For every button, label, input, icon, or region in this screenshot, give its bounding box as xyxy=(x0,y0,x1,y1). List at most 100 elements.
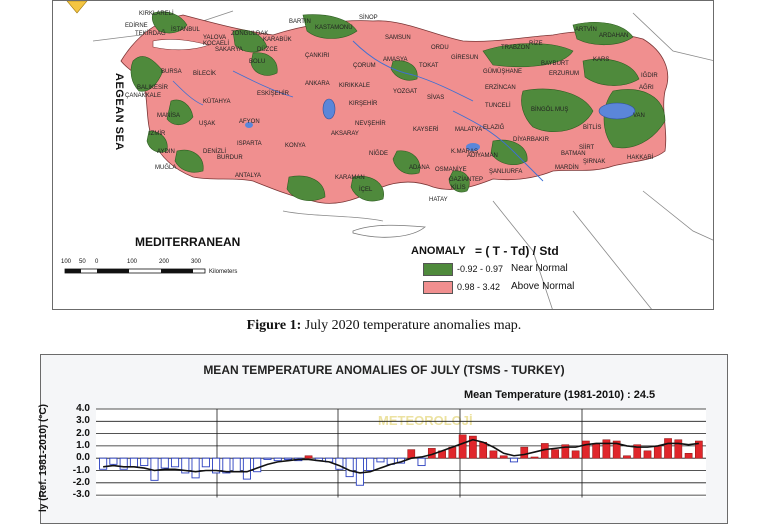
anomaly-bar xyxy=(376,457,385,463)
anomaly-bar xyxy=(201,457,210,468)
city-label: GÜMÜŞHANE xyxy=(483,69,523,75)
moving-average-line xyxy=(103,438,699,474)
anomaly-bar xyxy=(119,457,128,470)
anomaly-bar xyxy=(366,457,375,471)
city-label: KASTAMONU xyxy=(315,25,353,31)
city-label: ELAZIĞ xyxy=(483,125,505,131)
anomaly-bar xyxy=(222,457,231,474)
anomaly-bar xyxy=(129,457,138,468)
city-label: IĞDIR xyxy=(641,73,658,79)
anomaly-bar xyxy=(571,450,580,459)
chart-watermark: METEOROLOJİ xyxy=(378,413,473,428)
legend-label-near-normal: Near Normal xyxy=(511,263,568,274)
city-label: KIRŞEHİR xyxy=(349,101,378,107)
anomaly-bar xyxy=(212,457,221,474)
city-label: BİLECİK xyxy=(193,71,217,77)
temperature-anomaly-map: KIRKLARELİ EDİRNE TEKİRDAĞ İSTANBUL ZONGULDA… xyxy=(52,0,714,310)
caption-prefix: Figure 1: xyxy=(246,318,302,333)
city-label: ORDU xyxy=(431,45,449,51)
y-tick-label: -3.0 xyxy=(72,489,90,501)
anomaly-bar xyxy=(530,456,539,459)
city-label: ZONGULDAK xyxy=(231,31,269,37)
anomaly-bar xyxy=(582,440,590,459)
anomaly-bar xyxy=(170,457,180,468)
anomaly-bar xyxy=(140,457,149,467)
scale-tick: 300 xyxy=(191,259,202,265)
city-label: KIRIKKALE xyxy=(339,83,371,89)
city-label: BİNGÖL xyxy=(531,107,554,113)
city-label: ÇANKIRI xyxy=(305,53,330,59)
city-label: KÜTAHYA xyxy=(203,99,231,105)
legend-formula: = ( T - Td) / Std xyxy=(475,244,559,258)
anomaly-bar xyxy=(458,434,467,459)
legend-title: ANOMALY xyxy=(411,245,466,257)
caption-text: July 2020 temperature anomalies map. xyxy=(301,318,522,333)
city-label: SAKARYA xyxy=(215,47,243,53)
city-label: ŞANLIURFA xyxy=(489,169,523,175)
city-label: DÜZCE xyxy=(257,47,278,53)
legend-range-above-normal: 0.98 - 3.42 xyxy=(457,282,501,292)
city-label: DENİZLİ xyxy=(203,149,227,155)
anomaly-bar xyxy=(283,457,293,460)
anomaly-bar xyxy=(181,457,190,474)
y-tick-label: 1.0 xyxy=(76,439,90,451)
legend-label-above-normal: Above Normal xyxy=(511,281,575,292)
anomaly-bar xyxy=(551,449,559,459)
anomaly-bar xyxy=(602,439,611,459)
city-label: NEVŞEHİR xyxy=(355,121,386,127)
map-graphic xyxy=(64,1,713,309)
city-label: SİNOP xyxy=(359,15,378,21)
anomaly-bar xyxy=(623,455,631,459)
city-label: ÇANAKKALE xyxy=(125,93,162,99)
city-label: ADANA xyxy=(409,165,430,171)
city-label: İÇEL xyxy=(359,187,373,193)
anomaly-bar xyxy=(633,444,642,459)
anomaly-bar xyxy=(109,457,118,465)
city-label: İSTANBUL xyxy=(171,27,200,33)
legend-range-near-normal: -0.92 - 0.97 xyxy=(457,264,504,274)
city-label: AKSARAY xyxy=(331,131,359,137)
city-label: BURDUR xyxy=(217,155,243,161)
city-label: DİYARBAKIR xyxy=(513,137,549,143)
city-label: VAN xyxy=(633,113,645,119)
city-label: BAYBURT xyxy=(541,61,569,67)
city-label: TRABZON xyxy=(501,45,530,51)
anomaly-bar xyxy=(612,440,621,459)
anomaly-bar xyxy=(263,457,272,460)
anomaly-bar xyxy=(191,457,200,479)
city-label: KARS xyxy=(593,57,610,63)
city-label: EDİRNE xyxy=(125,23,148,29)
city-label: MUĞLA xyxy=(155,165,177,171)
city-label: RİZE xyxy=(529,41,543,47)
anomaly-bar xyxy=(242,457,251,480)
y-tick-label: -2.0 xyxy=(72,476,90,488)
anomaly-bar xyxy=(417,457,426,467)
anomaly-bar xyxy=(253,457,262,473)
city-label: GAZİANTEP xyxy=(449,177,484,183)
city-label: YALOVA xyxy=(203,35,227,41)
anomaly-bar xyxy=(407,449,416,459)
mediterranean-label: MEDITERRANEAN xyxy=(135,235,241,249)
scale-unit: Kilometers xyxy=(209,269,238,275)
city-label: ESKİŞEHİR xyxy=(257,91,290,97)
city-label: AMASYA xyxy=(383,57,408,63)
y-tick-label: -1.0 xyxy=(72,464,90,476)
city-label: HAKKARİ xyxy=(627,155,654,161)
y-tick-label: 0.0 xyxy=(76,452,90,464)
scale-tick: 100 xyxy=(127,259,138,265)
chart-mean-note: Mean Temperature (1981-2010) : 24.5 xyxy=(464,389,656,401)
anomaly-bar-chart: METEOROLOJİ xyxy=(96,408,706,498)
city-label: KAYSERİ xyxy=(413,127,439,133)
city-label: BOLU xyxy=(249,59,266,65)
anomaly-bar xyxy=(664,438,672,459)
city-label: ÇORUM xyxy=(353,63,376,69)
anomaly-bar xyxy=(561,444,570,459)
y-tick-label: 3.0 xyxy=(76,415,90,427)
city-label: AYDIN xyxy=(157,149,175,155)
anomaly-bar xyxy=(674,439,683,459)
anomaly-bar xyxy=(304,455,313,459)
city-label: AFYON xyxy=(239,119,260,125)
city-label: ISPARTA xyxy=(237,141,262,147)
city-label: ŞIRNAK xyxy=(583,159,606,165)
city-label: TUNCELİ xyxy=(485,103,511,109)
